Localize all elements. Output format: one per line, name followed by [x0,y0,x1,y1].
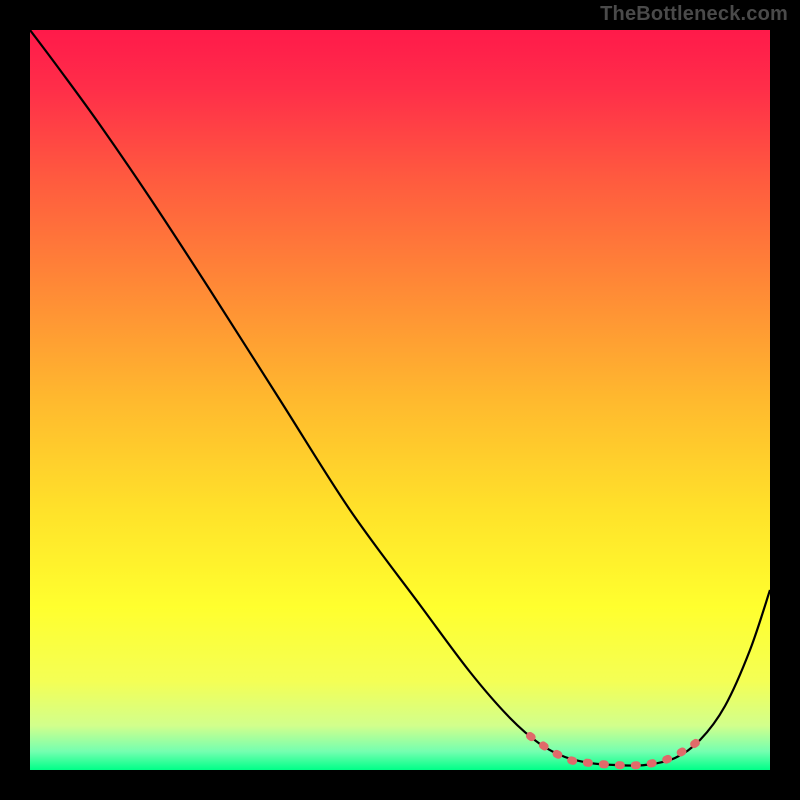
plot-area [30,30,770,770]
gradient-background [30,30,770,770]
watermark-text: TheBottleneck.com [600,3,788,26]
chart-container: TheBottleneck.com [0,0,800,800]
chart-svg [30,30,770,770]
